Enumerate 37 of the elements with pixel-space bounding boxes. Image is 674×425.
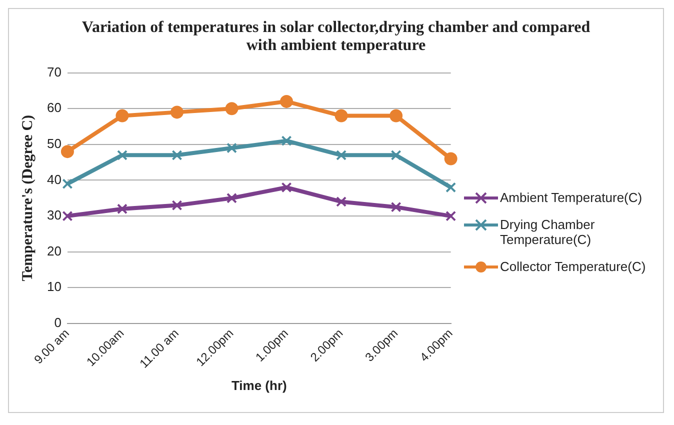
y-tick-label: 70 [46, 64, 62, 80]
point [116, 204, 128, 214]
y-tick-label: 40 [46, 172, 62, 187]
point [225, 102, 238, 116]
point [62, 178, 73, 190]
point [334, 109, 348, 122]
point [172, 200, 182, 211]
point [390, 150, 402, 160]
legend-label: Drying Chamber Temperature(C) [500, 216, 596, 246]
y-axis-title: Temperature's (Degree C) [20, 114, 36, 282]
chart-title: Variation of temperatures in solar collector,drying chamber and compared with ambient temperature [80, 19, 592, 55]
point [280, 94, 294, 108]
point [170, 106, 184, 119]
y-tick-label: 60 [46, 100, 62, 116]
point [62, 210, 73, 222]
y-tick-label: 20 [46, 243, 62, 258]
point [336, 196, 347, 207]
point [444, 152, 458, 166]
point [446, 182, 456, 193]
point [116, 109, 129, 122]
legend-label: Collector Temperature(C) [500, 258, 646, 274]
point [446, 210, 456, 222]
point [226, 142, 237, 154]
point [226, 192, 237, 204]
y-tick-label: 30 [46, 208, 62, 223]
y-tick-label: 50 [46, 136, 62, 151]
point [336, 150, 347, 160]
y-tick-label: 10 [46, 279, 62, 294]
legend-label: Ambient Temperature(C) [500, 190, 642, 204]
point [172, 150, 182, 160]
point [60, 145, 74, 158]
x-axis-title: Time (hr) [231, 378, 287, 393]
point [390, 109, 403, 122]
point [116, 150, 128, 160]
point [390, 202, 402, 212]
point [281, 182, 292, 193]
point [281, 136, 292, 146]
